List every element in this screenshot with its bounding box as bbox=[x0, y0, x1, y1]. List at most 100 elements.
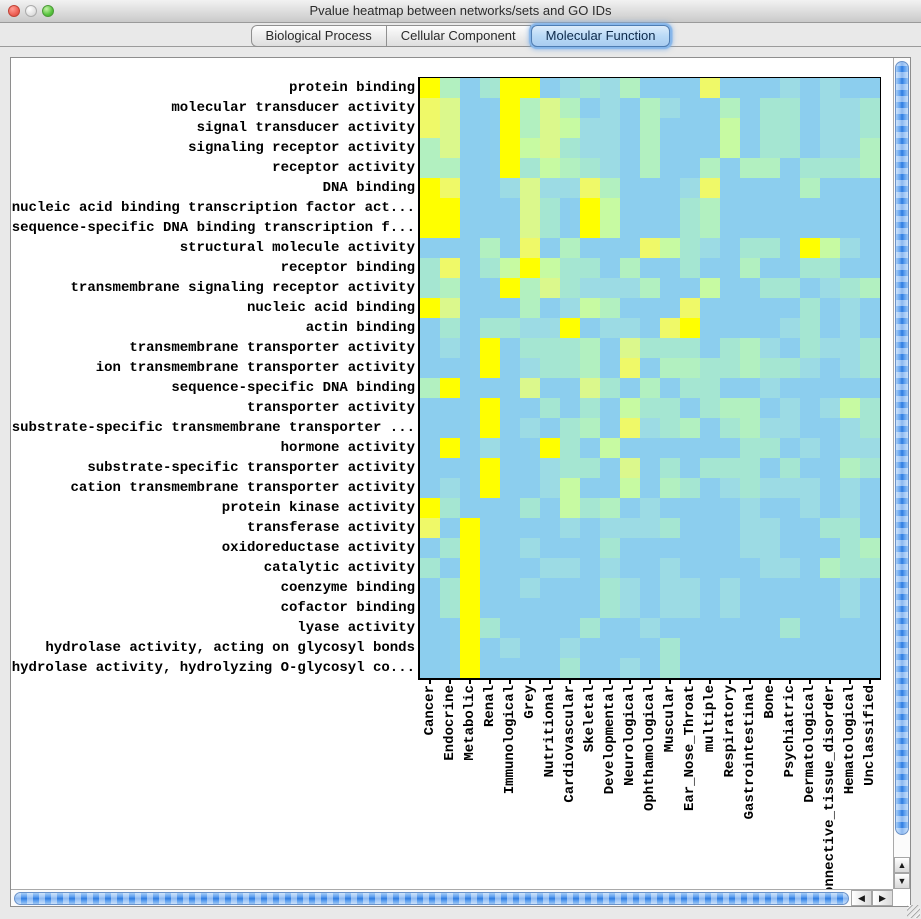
scroll-up-button[interactable]: ▲ bbox=[894, 857, 910, 873]
vertical-scrollbar[interactable]: ▲ ▼ bbox=[893, 58, 910, 889]
heatmap-cell bbox=[540, 478, 560, 498]
heatmap-cell bbox=[640, 218, 660, 238]
heatmap-cell bbox=[780, 238, 800, 258]
heatmap-cell bbox=[580, 138, 600, 158]
heatmap-cell bbox=[820, 278, 840, 298]
heatmap-cell bbox=[440, 298, 460, 318]
tab-molecular-function[interactable]: Molecular Function bbox=[530, 25, 671, 47]
heatmap-cell bbox=[500, 478, 520, 498]
scroll-down-button[interactable]: ▼ bbox=[894, 873, 910, 889]
heatmap-cell bbox=[440, 278, 460, 298]
heatmap-cell bbox=[480, 638, 500, 658]
heatmap-cell bbox=[680, 538, 700, 558]
heatmap-cell bbox=[660, 278, 680, 298]
heatmap-cell bbox=[680, 278, 700, 298]
heatmap-cell bbox=[760, 158, 780, 178]
minimize-window-icon[interactable] bbox=[25, 5, 37, 17]
heatmap-cell bbox=[840, 338, 860, 358]
heatmap-cell bbox=[440, 618, 460, 638]
heatmap-cell bbox=[860, 198, 880, 218]
heatmap-cell bbox=[440, 178, 460, 198]
heatmap-cell bbox=[640, 538, 660, 558]
heatmap-cell bbox=[480, 218, 500, 238]
heatmap-cell bbox=[440, 398, 460, 418]
heatmap-row bbox=[420, 178, 880, 198]
heatmap-cell bbox=[440, 498, 460, 518]
heatmap-cell bbox=[660, 638, 680, 658]
column-label: multiple bbox=[702, 685, 718, 753]
heatmap-row bbox=[420, 618, 880, 638]
tab-biological-process[interactable]: Biological Process bbox=[250, 25, 387, 47]
heatmap-cell bbox=[640, 418, 660, 438]
heatmap-cell bbox=[460, 578, 480, 598]
heatmap-cell bbox=[540, 598, 560, 618]
close-window-icon[interactable] bbox=[8, 5, 20, 17]
heatmap-cell bbox=[860, 278, 880, 298]
heatmap-cell bbox=[500, 458, 520, 478]
horizontal-scrollbar-thumb[interactable] bbox=[14, 892, 849, 905]
zoom-window-icon[interactable] bbox=[42, 5, 54, 17]
heatmap-cell bbox=[540, 638, 560, 658]
heatmap-cell bbox=[600, 518, 620, 538]
heatmap-cell bbox=[860, 498, 880, 518]
heatmap-cell bbox=[680, 478, 700, 498]
heatmap-cell bbox=[600, 318, 620, 338]
heatmap-cell bbox=[420, 578, 440, 598]
heatmap-cell bbox=[660, 378, 680, 398]
heatmap-cell bbox=[600, 358, 620, 378]
heatmap-cell bbox=[580, 298, 600, 318]
horizontal-scrollbar[interactable]: ◀ ▶ bbox=[11, 889, 893, 906]
heatmap-cell bbox=[800, 558, 820, 578]
tab-cellular-component[interactable]: Cellular Component bbox=[386, 25, 531, 47]
column-label: Gastrointestinal bbox=[742, 685, 758, 820]
heatmap-cell bbox=[580, 238, 600, 258]
heatmap-cell bbox=[840, 378, 860, 398]
heatmap-cell bbox=[840, 478, 860, 498]
vertical-scrollbar-thumb[interactable] bbox=[895, 61, 909, 835]
tick-mark bbox=[529, 680, 531, 684]
heatmap-cell bbox=[560, 338, 580, 358]
scroll-right-button[interactable]: ▶ bbox=[872, 890, 893, 906]
heatmap-cell bbox=[840, 438, 860, 458]
heatmap-cell bbox=[640, 498, 660, 518]
heatmap-cell bbox=[500, 358, 520, 378]
heatmap-cell bbox=[520, 558, 540, 578]
heatmap-cell bbox=[600, 378, 620, 398]
heatmap-cell bbox=[440, 258, 460, 278]
heatmap-cell bbox=[820, 158, 840, 178]
tick-mark bbox=[689, 680, 691, 684]
heatmap-row bbox=[420, 118, 880, 138]
heatmap-cell bbox=[760, 198, 780, 218]
heatmap-cell bbox=[720, 638, 740, 658]
heatmap-cell bbox=[620, 418, 640, 438]
heatmap-cell bbox=[440, 158, 460, 178]
scroll-left-button[interactable]: ◀ bbox=[851, 890, 872, 906]
heatmap-cell bbox=[560, 538, 580, 558]
heatmap-cell bbox=[840, 198, 860, 218]
tick-mark bbox=[589, 680, 591, 684]
heatmap-cell bbox=[720, 98, 740, 118]
heatmap-cell bbox=[620, 558, 640, 578]
heatmap-cell bbox=[580, 658, 600, 678]
heatmap-cell bbox=[740, 418, 760, 438]
heatmap-cell bbox=[500, 658, 520, 678]
heatmap-cell bbox=[640, 158, 660, 178]
heatmap-cell bbox=[740, 518, 760, 538]
resize-grip[interactable] bbox=[907, 905, 920, 918]
heatmap-cell bbox=[620, 518, 640, 538]
heatmap-cell bbox=[420, 338, 440, 358]
heatmap-cell bbox=[560, 478, 580, 498]
heatmap-cell bbox=[740, 398, 760, 418]
heatmap-cell bbox=[820, 538, 840, 558]
heatmap-cell bbox=[520, 578, 540, 598]
heatmap-cell bbox=[540, 558, 560, 578]
heatmap-cell bbox=[760, 438, 780, 458]
heatmap-cell bbox=[720, 138, 740, 158]
heatmap-cell bbox=[580, 578, 600, 598]
heatmap-cell bbox=[820, 418, 840, 438]
heatmap-cell bbox=[580, 278, 600, 298]
heatmap-cell bbox=[420, 418, 440, 438]
heatmap-cell bbox=[460, 618, 480, 638]
heatmap-cell bbox=[480, 458, 500, 478]
row-label: transporter activity bbox=[246, 400, 415, 416]
